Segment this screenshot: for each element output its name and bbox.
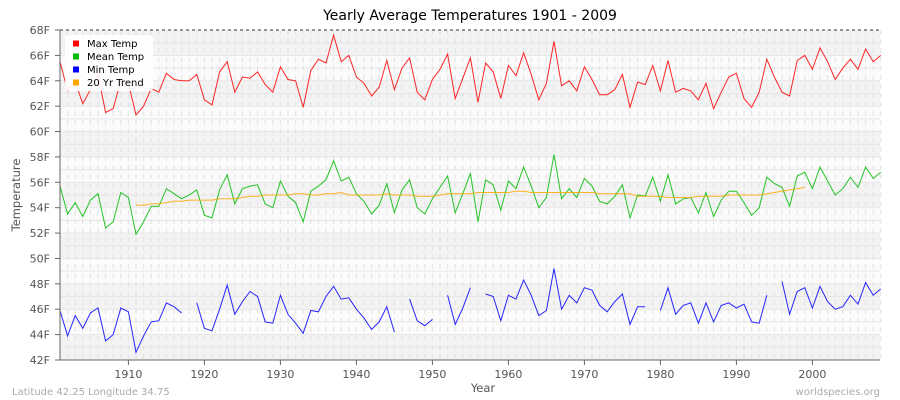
x-axis-label: Year (470, 381, 496, 395)
series-lines (59, 33, 882, 355)
y-tick-label: 64F (30, 75, 50, 88)
x-tick-label: 2000 (798, 368, 826, 381)
x-tick-label: 1960 (494, 368, 522, 381)
y-tick-label: 48F (30, 278, 50, 291)
y-tick-label: 42F (30, 354, 50, 367)
legend-label: Mean Temp (87, 52, 144, 63)
legend: Max Temp Mean Temp Min Temp 20 Yr Trend (65, 35, 153, 91)
series-line-20-yr-trend (136, 186, 805, 206)
y-tick-label: 66F (30, 49, 50, 62)
y-tick-label: 54F (30, 202, 50, 215)
series-line-min-temp (659, 286, 768, 325)
x-tick-label: 1950 (418, 368, 446, 381)
x-tick-label: 1920 (190, 368, 218, 381)
series-line-min-temp (781, 281, 882, 317)
series-line-min-temp (409, 298, 433, 327)
site-label: worldspecies.org (796, 387, 880, 398)
legend-swatch (73, 66, 79, 73)
legend-swatch (73, 79, 79, 86)
y-tick-label: 60F (30, 126, 50, 139)
y-axis-label: Temperature (9, 159, 23, 233)
x-tick-label: 1990 (722, 368, 750, 381)
y-tick-labels: 42F 44F 46F 48F 50F 52F 54F 56F 58F 60F 62F 64F 66F 6… (30, 24, 60, 367)
legend-label: 20 Yr Trend (87, 78, 144, 89)
y-tick-label: 68F (30, 24, 50, 37)
series-line-mean-temp (59, 154, 882, 236)
series-line-min-temp (196, 283, 395, 335)
location-label: Latitude 42.25 Longitude 34.75 (12, 387, 170, 398)
legend-box (65, 35, 153, 91)
y-tick-label: 52F (30, 227, 50, 240)
legend-label: Max Temp (87, 39, 138, 50)
x-tick-label: 1970 (570, 368, 598, 381)
series-line-min-temp (447, 287, 471, 326)
y-tick-label: 58F (30, 151, 50, 164)
y-tick-label: 50F (30, 252, 50, 265)
legend-label: Min Temp (87, 65, 135, 76)
x-tick-label: 1910 (114, 368, 142, 381)
series-line-min-temp (59, 302, 182, 355)
y-tick-label: 46F (30, 303, 50, 316)
y-tick-label: 44F (30, 329, 50, 342)
legend-swatch (73, 40, 79, 47)
legend-swatch (73, 53, 79, 60)
x-tick-label: 1930 (266, 368, 294, 381)
x-tick-labels: 1910 1920 1930 1940 1950 1960 1970 1980 1990 2000 (114, 360, 826, 381)
series-line-min-temp (485, 268, 646, 327)
y-tick-label: 62F (30, 100, 50, 113)
x-tick-label: 1940 (342, 368, 370, 381)
chart-title: Yearly Average Temperatures 1901 - 2009 (322, 8, 617, 24)
x-tick-label: 1980 (646, 368, 674, 381)
y-tick-label: 56F (30, 176, 50, 189)
series-line-max-temp (59, 33, 882, 117)
